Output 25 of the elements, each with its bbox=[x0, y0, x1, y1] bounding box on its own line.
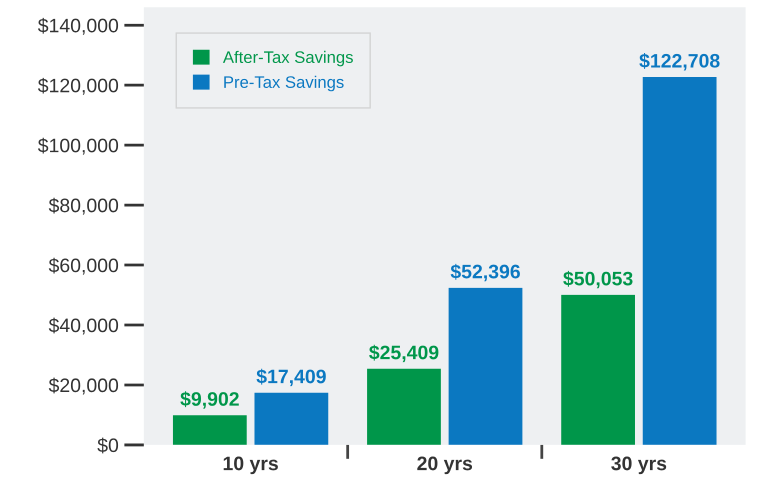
data-label: $25,409 bbox=[369, 344, 438, 362]
legend-label: Pre-Tax Savings bbox=[224, 76, 344, 92]
x-tick-label: 30 yrs bbox=[611, 456, 666, 474]
legend-label: After-Tax Savings bbox=[222, 50, 353, 66]
x-tick-label: 20 yrs bbox=[417, 456, 472, 474]
y-tick-label: $60,000 bbox=[48, 258, 118, 275]
bar bbox=[561, 294, 635, 445]
bar bbox=[642, 77, 717, 445]
x-tick-label: 10 yrs bbox=[224, 456, 278, 474]
y-tick-label: $20,000 bbox=[48, 378, 118, 394]
y-tick-label: $120,000 bbox=[38, 78, 118, 95]
y-tick-label: $40,000 bbox=[48, 318, 118, 335]
y-tick-label: $80,000 bbox=[48, 198, 118, 215]
data-label: $52,396 bbox=[450, 264, 520, 282]
bar bbox=[448, 288, 522, 445]
bar bbox=[172, 415, 247, 445]
data-label: $17,409 bbox=[256, 368, 326, 386]
data-label: $9,902 bbox=[180, 391, 239, 409]
bar bbox=[367, 368, 441, 445]
bar bbox=[254, 392, 328, 445]
y-tick-label: $140,000 bbox=[38, 18, 118, 35]
data-label: $122,708 bbox=[639, 53, 720, 70]
data-label: $50,053 bbox=[563, 270, 633, 288]
y-tick-label: $100,000 bbox=[38, 138, 118, 155]
y-tick-label: $0 bbox=[97, 438, 118, 454]
